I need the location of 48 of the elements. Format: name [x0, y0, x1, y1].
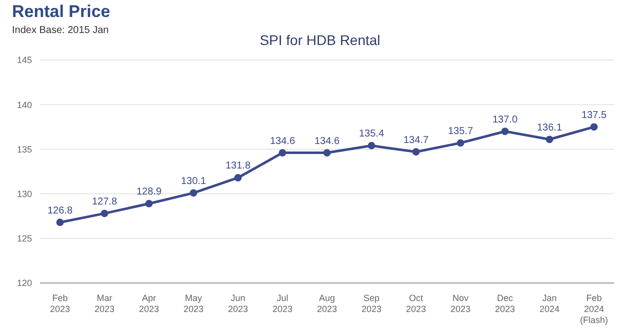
x-tick-label: Jun 2023	[228, 293, 248, 314]
x-tick-label: Mar 2023	[94, 293, 115, 314]
data-label: 137.5	[581, 110, 607, 121]
x-tick-label: Feb 2023	[50, 293, 70, 314]
y-tick-label: 140	[16, 100, 32, 110]
x-tick-label: Aug 2023	[316, 293, 338, 314]
x-tick-label: Oct 2023	[406, 293, 426, 314]
data-label: 128.9	[136, 186, 162, 198]
point	[323, 149, 331, 156]
point	[590, 123, 598, 131]
data-label: 134.6	[314, 136, 340, 147]
x-tick-label: Sep 2023	[361, 293, 382, 314]
y-tick-label: 125	[16, 234, 32, 244]
data-label: 137.0	[492, 114, 518, 126]
point	[456, 139, 464, 147]
y-tick-label: 135	[16, 144, 32, 154]
y-tick-label: 130	[16, 188, 32, 199]
data-label: 136.1	[536, 122, 562, 134]
x-tick-label: May 2023	[183, 293, 204, 314]
x-tick-label: Nov 2023	[450, 293, 471, 314]
point	[56, 218, 64, 226]
data-label: 130.1	[180, 176, 206, 187]
x-tick-label: Jan 2024	[539, 293, 560, 314]
chart-title: Rental Price	[12, 2, 110, 22]
x-tick-label: Jul 2023	[272, 293, 293, 314]
point	[368, 142, 376, 150]
data-label: 135.7	[448, 126, 474, 137]
y-tick-label: 120	[16, 278, 32, 288]
data-label: 134.6	[270, 136, 296, 147]
data-label: 131.8	[225, 160, 251, 172]
point	[412, 148, 420, 156]
data-label: 135.4	[358, 128, 384, 140]
point	[501, 128, 509, 136]
point	[546, 136, 554, 144]
point	[278, 149, 286, 156]
data-label: 127.8	[92, 196, 118, 208]
point	[145, 200, 153, 208]
point	[190, 189, 198, 197]
point	[100, 210, 108, 218]
y-tick-label: 145	[16, 55, 32, 66]
x-tick-label: Apr 2023	[138, 293, 160, 314]
chart-subtitle: Index Base: 2015 Jan	[12, 25, 109, 36]
x-tick-label: Feb 2024 (Flash)	[580, 293, 608, 325]
data-label: 134.7	[403, 134, 429, 146]
x-tick-label: Dec 2023	[494, 293, 516, 314]
text: SPI for HDB Rental	[260, 32, 380, 48]
data-label: 126.8	[47, 205, 73, 216]
point	[234, 174, 242, 182]
